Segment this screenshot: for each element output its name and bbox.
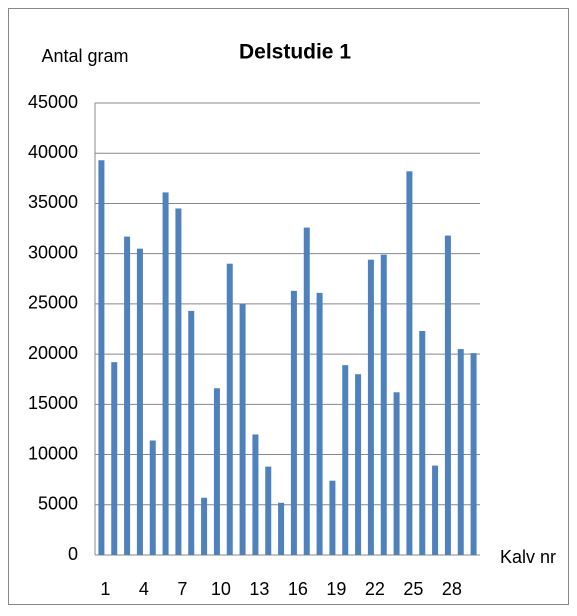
bar xyxy=(226,263,233,555)
bar xyxy=(380,254,387,555)
x-tick-label: 22 xyxy=(365,579,385,599)
bar xyxy=(188,310,195,555)
x-tick-label: 1 xyxy=(100,579,110,599)
bar xyxy=(432,465,439,555)
bar xyxy=(290,290,297,555)
x-tick-label: 10 xyxy=(211,579,231,599)
bar xyxy=(406,171,413,555)
x-axis-label: Kalv nr xyxy=(500,547,557,567)
bar xyxy=(393,392,400,555)
x-tick-label: 16 xyxy=(288,579,308,599)
bar xyxy=(278,502,285,555)
chart-border xyxy=(8,8,569,605)
y-tick-label: 30000 xyxy=(28,242,78,262)
x-tick-label: 25 xyxy=(403,579,423,599)
bar xyxy=(175,208,182,555)
y-tick-label: 15000 xyxy=(28,393,78,413)
bar xyxy=(444,235,451,555)
bar xyxy=(316,292,323,555)
bar xyxy=(355,374,362,555)
bar xyxy=(252,434,259,555)
y-tick-label: 10000 xyxy=(28,443,78,463)
bar xyxy=(201,497,208,555)
bar xyxy=(98,160,105,555)
x-tick-label: 19 xyxy=(326,579,346,599)
x-tick-label: 7 xyxy=(177,579,187,599)
y-tick-label: 5000 xyxy=(38,494,78,514)
bar xyxy=(457,349,464,555)
x-tick-label: 4 xyxy=(139,579,149,599)
x-tick-label: 13 xyxy=(249,579,269,599)
y-tick-label: 40000 xyxy=(28,142,78,162)
bar xyxy=(239,303,246,555)
bar xyxy=(265,466,272,555)
y-axis-label: Antal gram xyxy=(41,46,128,66)
bar xyxy=(329,480,336,555)
bar xyxy=(213,388,220,555)
bar xyxy=(419,331,426,555)
bar xyxy=(149,440,156,555)
y-tick-label: 25000 xyxy=(28,293,78,313)
y-tick-label: 0 xyxy=(68,544,78,564)
x-tick-label: 28 xyxy=(442,579,462,599)
bar xyxy=(111,362,118,555)
bar xyxy=(470,353,477,555)
y-tick-label: 35000 xyxy=(28,192,78,212)
y-tick-label: 45000 xyxy=(28,92,78,112)
bar xyxy=(367,259,374,555)
bar xyxy=(162,192,169,555)
bar xyxy=(303,227,310,555)
bar xyxy=(124,236,131,555)
bar xyxy=(342,365,349,555)
chart-title: Delstudie 1 xyxy=(239,41,351,64)
bar xyxy=(136,248,143,555)
y-tick-label: 20000 xyxy=(28,343,78,363)
